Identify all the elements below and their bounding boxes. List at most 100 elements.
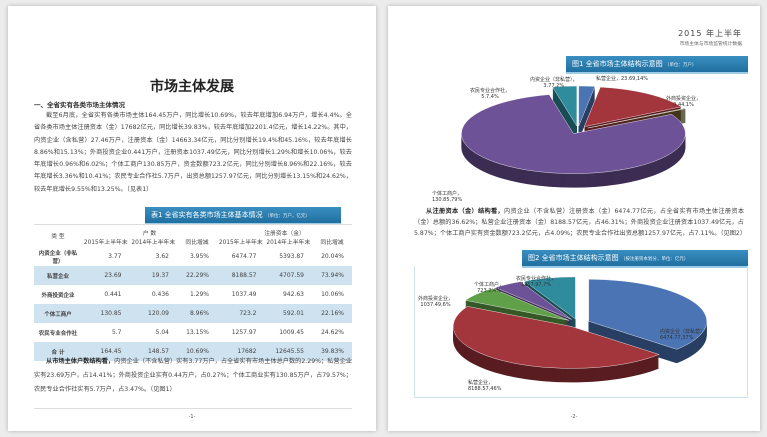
table-cell: 13.15% — [186, 329, 209, 336]
pie1-slice-side-2 — [587, 109, 686, 130]
page-number: -1- — [188, 414, 196, 420]
pie2-label-4: 农民专业合作社， 1257.97,7% — [516, 276, 557, 288]
header-subtitle: 市场主体与市场监管统计数据 — [679, 42, 742, 47]
table-cell: 1009.45 — [279, 329, 304, 336]
sub-header: 2014年上半年末 — [131, 240, 176, 246]
figure2-title-text: 图2 全省市场主体结构示意图 — [528, 254, 619, 262]
pie2-slice-0 — [588, 279, 707, 350]
pie1-slice-side-2 — [587, 110, 686, 131]
paragraph-2-lead: 从市场主体户数结构看， — [46, 358, 115, 365]
sub-header: 2015年上半年末 — [83, 240, 128, 246]
section-heading: 一、全省实有各类市场主体情况 — [34, 101, 125, 109]
table-cell: 3.77 — [108, 253, 122, 260]
table-cell: 1.29% — [189, 291, 209, 298]
table-cell: 19.37 — [129, 266, 177, 285]
table-cell: 22.29% — [177, 266, 217, 285]
pie1-slice-4 — [552, 85, 577, 127]
figure2-pie — [453, 276, 707, 383]
table-title-text: 表1 全省实有各类市场主体基本情况 — [151, 211, 263, 219]
pie1-slice-2 — [587, 107, 687, 129]
table-cell: 1037.49 — [231, 291, 257, 298]
capital-header: 注册资本（金） — [264, 230, 305, 237]
table-cell: 942.63 — [283, 291, 304, 298]
table-cell: 24.62% — [321, 329, 344, 336]
figure1-unit: （单位：万户） — [664, 63, 697, 68]
pie1-label-3: 个体工商户， 130.85,79% — [432, 191, 463, 203]
paragraph-capital-text: 内资企业（不含私营）注册资本（金）6474.77亿元，占全省实有市场主体注册资本… — [414, 208, 747, 237]
page-number: -2- — [570, 414, 578, 420]
table-cell: 12645.55 — [264, 342, 312, 361]
table-cell: 5393.87 — [279, 253, 304, 260]
table-cell: 10.06% — [321, 291, 344, 298]
table-cell: 5.7 — [111, 329, 122, 336]
pie1-label-2: 外商投资企业， 0.44,1% — [666, 96, 702, 108]
page-title: 市场主体发展 — [150, 79, 234, 95]
pie2-slice-4 — [523, 276, 576, 320]
pie2-label-3: 个体工商户， 723.2,4% — [474, 282, 505, 294]
table-row: 内资企业（非私营） 3.77 3.62 3.95% 6474.77 5393.87 20.0… — [34, 247, 352, 266]
table-cell: 22.16% — [312, 304, 352, 323]
table-cell: 4707.59 — [264, 266, 312, 285]
table-title: 表1 全省实有各类市场主体基本情况 （单位：万户，亿元） — [145, 207, 341, 225]
table-cell: 3.62 — [155, 253, 169, 260]
table-cell: 130.85 — [82, 304, 130, 323]
pie2-slice-2 — [464, 288, 569, 321]
table-cell: 0.441 — [104, 291, 122, 298]
table-cell: 0.436 — [151, 291, 169, 298]
table-cell: 10.69% — [177, 342, 217, 361]
table-cell: 6474.77 — [231, 253, 257, 260]
figure2-unit: （按注册资本划分，单位：亿元） — [620, 257, 689, 262]
table-cell: 17682 — [217, 342, 265, 361]
left-page: 市场主体发展 一、全省实有各类市场主体情况 截至6月底，全省实有各类市场主体16… — [8, 6, 376, 431]
sub-header: 2015年上半年末 — [218, 240, 263, 246]
table-cell: 3.95% — [189, 253, 209, 260]
table-cell: 1257.97 — [231, 329, 257, 336]
table-cell: 39.83% — [312, 342, 352, 361]
table-row: 个体工商户 130.85 120.09 8.96% 723.2 592.01 22.16% — [34, 304, 352, 323]
pie1-slice-3 — [461, 94, 686, 174]
pie2-label-0: 内资企业（非私营）， 6474.77,37% — [660, 329, 708, 341]
table-row: 合 计 164.45 148.57 10.69% 17682 12645.55 39.83% — [34, 342, 352, 361]
sub-header: 同比增减 — [320, 240, 344, 246]
paragraph-2-text: 内资企业（不含私营）实有3.77万户，占全省实有市场主体总户数的2.29%；私营… — [34, 358, 352, 393]
row-type: 外商投资企业 — [41, 292, 75, 299]
pie2-label-2: 外商投资企业， 1037.49,6% — [418, 296, 454, 308]
row-type: 农民专业合作社 — [38, 330, 78, 337]
sub-header: 2014年上半年末 — [266, 240, 311, 246]
figure1-pie — [461, 85, 687, 188]
pie1-label-0: 内资企业（非私营）， 3.77,2% — [530, 77, 578, 89]
header-year: 2015 年上半年 — [678, 29, 742, 38]
table-cell: 5.04 — [155, 329, 169, 336]
figure1-title-text: 图1 全省市场主体结构示意图 — [572, 60, 663, 68]
paragraph-capital-lead: 从注册资本（金）结构看， — [426, 208, 504, 215]
pie1-slice-1 — [583, 86, 682, 127]
table-cell: 120.09 — [129, 304, 177, 323]
paragraph-1: 截至6月底，全省实有各类市场主体164.45万户，同比增长10.69%，较去年底… — [34, 112, 352, 193]
row-type: 内资企业（非私营） — [38, 250, 78, 265]
table-cell: 592.01 — [264, 304, 312, 323]
table-cell: 8188.57 — [217, 266, 265, 285]
table-row: 私营企业 23.69 19.37 22.29% 8188.57 4707.59 73.94% — [34, 266, 352, 285]
households-header: 户 数 — [142, 230, 157, 237]
sub-header: 同比增减 — [185, 240, 209, 246]
market-entity-table: 类 型 户 数 注册资本（金） 2015年上半年末 2014年上半年末 同比增减 20… — [34, 228, 352, 361]
type-header: 类 型 — [51, 234, 65, 240]
table-cell: 23.69 — [82, 266, 130, 285]
table-cell: 723.2 — [217, 304, 265, 323]
table-cell: 164.45 — [82, 342, 130, 361]
pie2-label-1: 私营企业， 8188.57,46% — [468, 380, 502, 392]
figure2-frame — [414, 266, 748, 398]
paragraph-capital: 从注册资本（金）结构看，内资企业（不含私营）注册资本（金）6474.77亿元，占… — [414, 206, 747, 239]
table-cell: 73.94% — [312, 266, 352, 285]
table-unit: （单位：万户，亿元） — [264, 214, 310, 219]
figure2-title: 图2 全省市场主体结构示意图 （按注册资本划分，单位：亿元） — [522, 250, 748, 268]
paragraph-2: 从市场主体户数结构看，内资企业（不含私营）实有3.77万户，占全省实有市场主体总… — [34, 355, 352, 397]
table-row: 农民专业合作社 5.7 5.04 13.15% 1257.97 1009.45 24.62% — [34, 323, 352, 342]
table-cell: 20.04% — [321, 253, 344, 260]
table-cell: 8.96% — [177, 304, 217, 323]
pie2-slice-1 — [453, 306, 660, 369]
row-type: 合 计 — [34, 342, 82, 361]
row-type: 个体工商户 — [34, 304, 82, 323]
figure1-title: 图1 全省市场主体结构示意图 （单位：万户） — [566, 56, 748, 74]
pie1-slice-0 — [578, 85, 596, 127]
